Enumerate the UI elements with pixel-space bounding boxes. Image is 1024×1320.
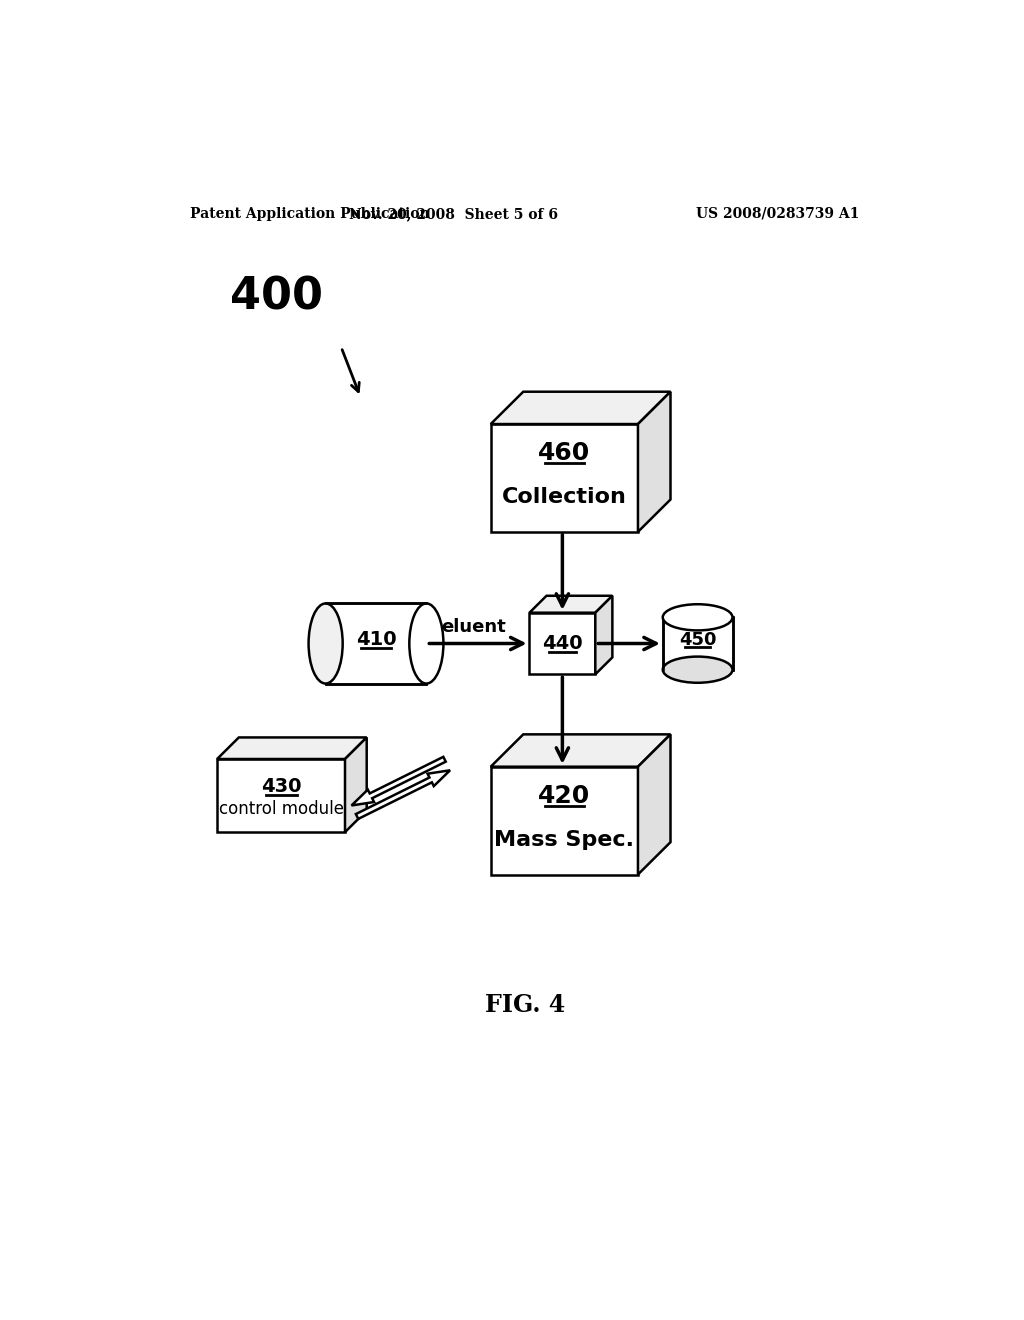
- Text: 460: 460: [539, 441, 591, 466]
- Text: control module: control module: [218, 800, 344, 818]
- Text: Nov. 20, 2008  Sheet 5 of 6: Nov. 20, 2008 Sheet 5 of 6: [349, 207, 558, 220]
- Polygon shape: [490, 767, 638, 874]
- Polygon shape: [638, 734, 671, 874]
- Polygon shape: [490, 392, 671, 424]
- Polygon shape: [638, 392, 671, 532]
- Polygon shape: [663, 618, 732, 669]
- Ellipse shape: [308, 603, 343, 684]
- Polygon shape: [529, 612, 595, 675]
- Text: 420: 420: [539, 784, 591, 808]
- Polygon shape: [326, 603, 426, 684]
- Text: 440: 440: [542, 634, 583, 653]
- Polygon shape: [529, 595, 612, 612]
- Text: Collection: Collection: [502, 487, 627, 507]
- Text: 410: 410: [355, 630, 396, 649]
- Text: US 2008/0283739 A1: US 2008/0283739 A1: [696, 207, 859, 220]
- Text: FIG. 4: FIG. 4: [484, 994, 565, 1018]
- Ellipse shape: [663, 656, 732, 682]
- Polygon shape: [217, 759, 345, 832]
- Text: 450: 450: [679, 631, 717, 648]
- Text: eluent: eluent: [441, 618, 507, 635]
- Polygon shape: [595, 595, 612, 675]
- Polygon shape: [490, 424, 638, 532]
- Ellipse shape: [663, 605, 732, 631]
- Polygon shape: [217, 738, 367, 759]
- Polygon shape: [356, 771, 451, 818]
- Text: Mass Spec.: Mass Spec.: [495, 830, 634, 850]
- Text: Patent Application Publication: Patent Application Publication: [190, 207, 430, 220]
- Polygon shape: [351, 756, 445, 805]
- Text: 430: 430: [261, 777, 301, 796]
- Polygon shape: [490, 734, 671, 767]
- Polygon shape: [345, 738, 367, 832]
- Text: 400: 400: [230, 276, 324, 318]
- Ellipse shape: [410, 603, 443, 684]
